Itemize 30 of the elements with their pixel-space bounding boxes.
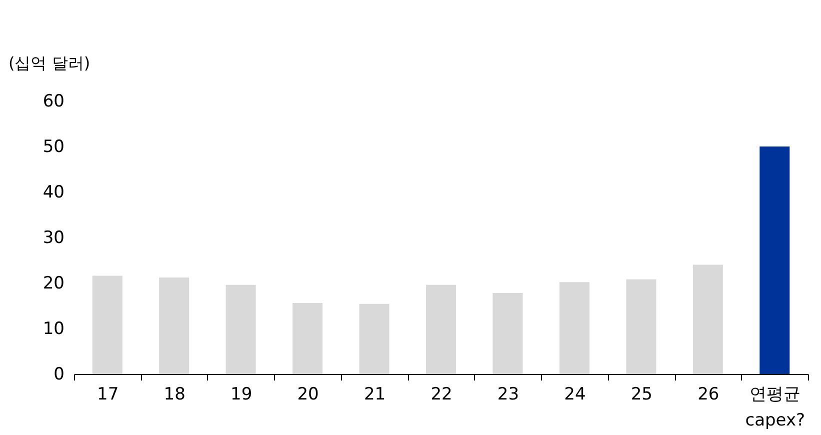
bar xyxy=(92,276,122,374)
x-tick-label: 연평균 capex? xyxy=(745,384,806,430)
bar xyxy=(226,284,256,374)
y-tick-label: 40 xyxy=(42,182,64,202)
x-tick-label: 21 xyxy=(364,384,386,404)
x-tick-label: 20 xyxy=(297,384,319,404)
x-tick-label: 19 xyxy=(230,384,252,404)
y-tick-label: 0 xyxy=(54,364,64,384)
bar xyxy=(292,303,323,374)
y-tick-label: 10 xyxy=(42,319,64,339)
bar xyxy=(492,293,523,374)
x-tick-label: 24 xyxy=(564,384,586,404)
bar xyxy=(760,146,790,374)
x-tick-label: 25 xyxy=(630,384,652,404)
x-tick-label: 17 xyxy=(97,384,119,404)
bar xyxy=(626,279,656,374)
x-tick-label: 22 xyxy=(430,384,452,404)
y-tick-label: 30 xyxy=(42,228,64,248)
bar xyxy=(159,278,190,374)
x-tick-label: 26 xyxy=(698,384,720,404)
bar xyxy=(692,264,723,374)
y-axis-title: (십억 달러) xyxy=(8,54,90,72)
bar xyxy=(559,282,590,374)
bar xyxy=(359,304,390,374)
y-tick-label: 20 xyxy=(42,274,64,294)
bar xyxy=(426,284,456,374)
x-tick-label: 23 xyxy=(497,384,520,404)
y-tick-label: 50 xyxy=(42,137,64,157)
x-tick-label: 18 xyxy=(164,384,186,404)
y-tick-label: 60 xyxy=(42,92,64,112)
